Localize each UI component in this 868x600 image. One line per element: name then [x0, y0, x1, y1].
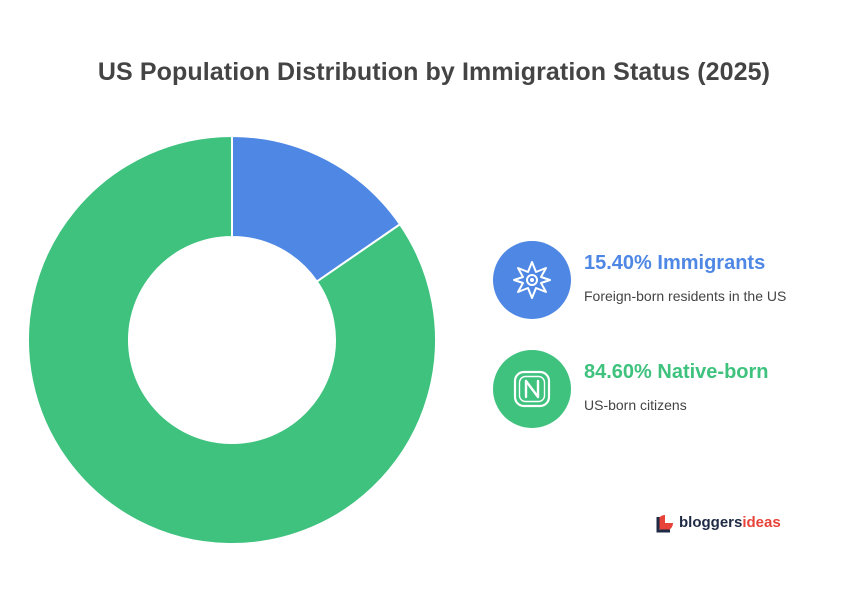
brand-name-part2: ideas	[742, 514, 781, 531]
legend-description-native-born: US-born citizens	[584, 397, 687, 413]
legend-description-immigrants: Foreign-born residents in the US	[584, 288, 787, 304]
legend-heading-immigrants: 15.40% Immigrants	[584, 252, 766, 274]
legend-item-immigrants: 15.40% Immigrants Foreign-born residents…	[493, 241, 853, 321]
brand-name: bloggersideas	[679, 514, 781, 531]
compass-star-icon	[513, 261, 551, 299]
n-badge-icon	[513, 370, 551, 408]
brand-mark-icon	[656, 515, 673, 533]
legend-swatch-native-born	[493, 350, 571, 428]
chart-title: US Population Distribution by Immigratio…	[97, 58, 771, 86]
donut-slice-immigrants	[231, 134, 402, 283]
legend-swatch-immigrants	[493, 241, 571, 319]
legend-item-native-born: 84.60% Native-born US-born citizens	[493, 350, 853, 430]
legend-heading-native-born: 84.60% Native-born	[584, 361, 769, 383]
donut-slice-native	[27, 134, 437, 545]
donut-slices	[27, 134, 437, 545]
brand-name-part1: bloggers	[679, 514, 743, 531]
